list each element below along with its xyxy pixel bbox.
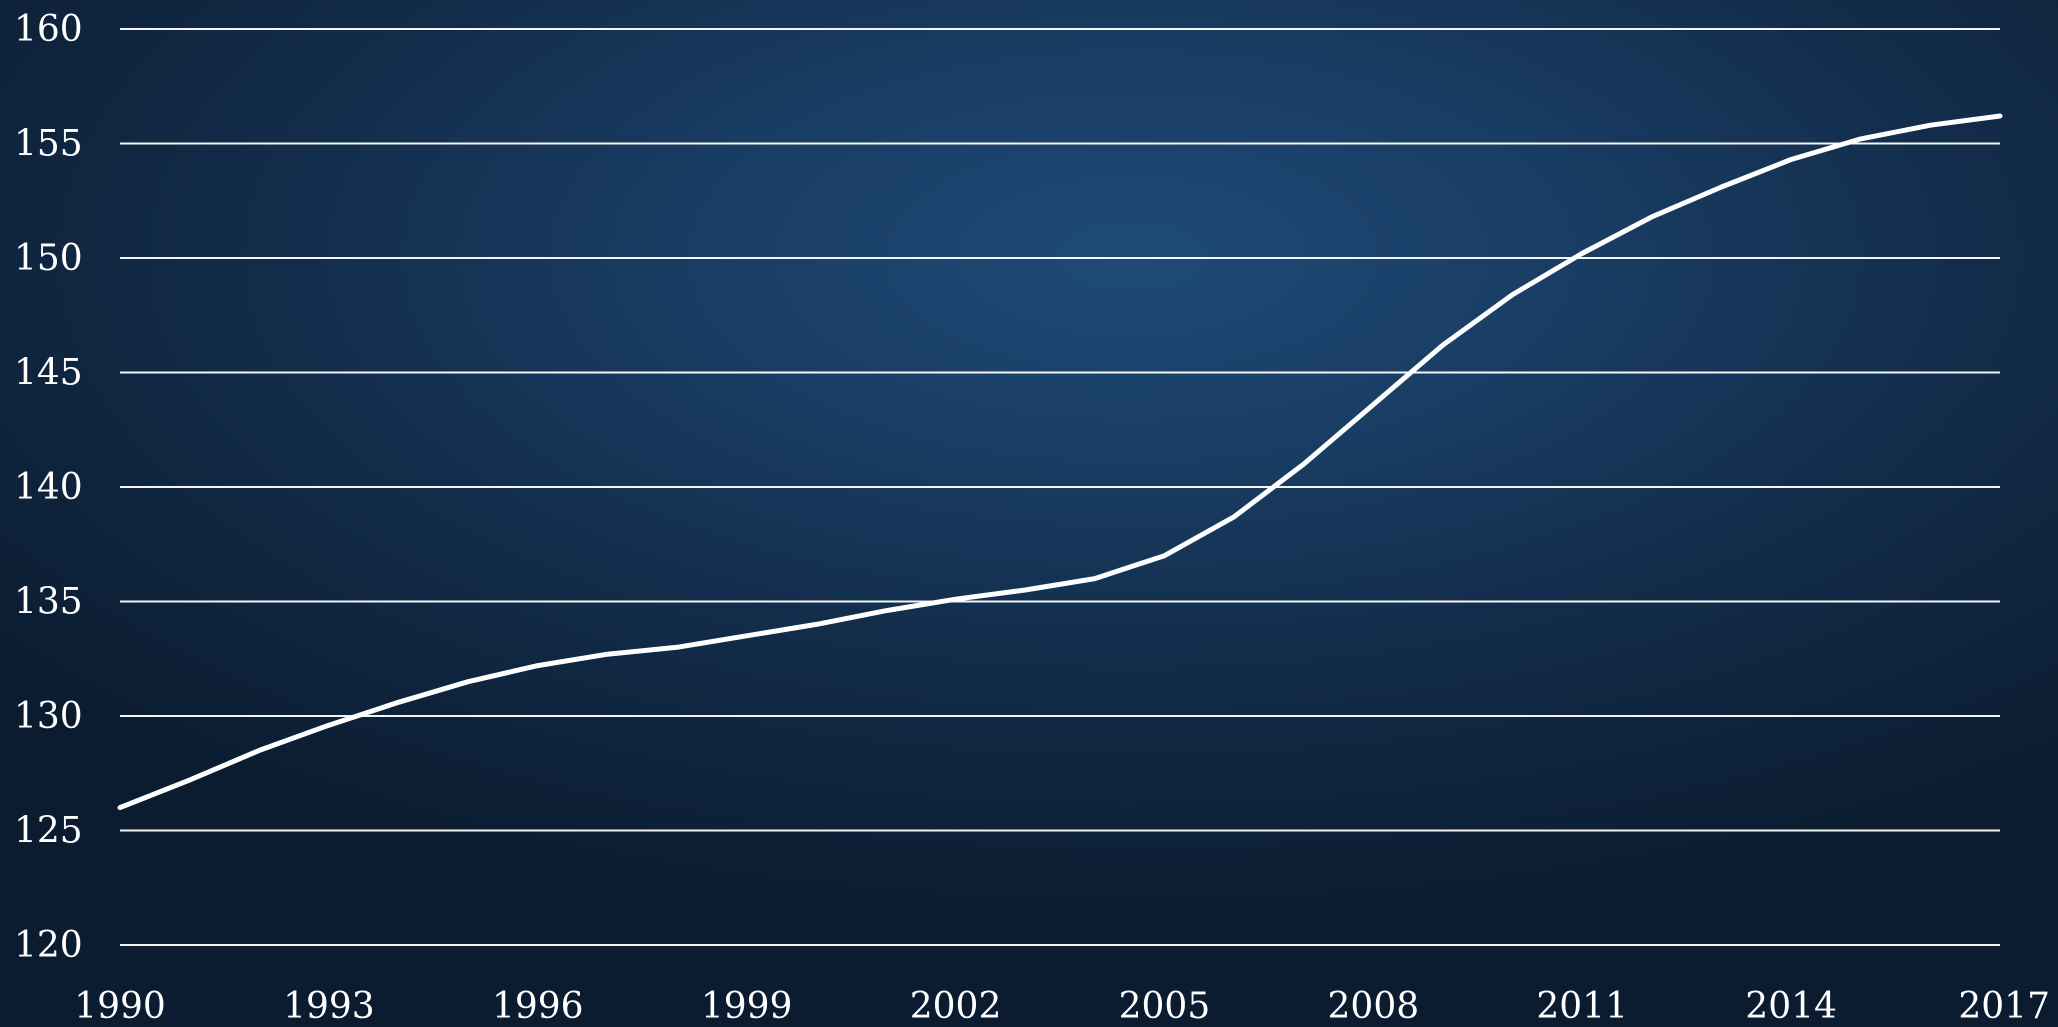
- y-tick-label: 140: [14, 467, 83, 508]
- y-tick-label: 155: [14, 124, 83, 165]
- x-tick-label: 1999: [701, 986, 793, 1027]
- y-tick-label: 120: [14, 925, 83, 966]
- y-tick-label: 130: [14, 696, 83, 737]
- x-tick-label: 2011: [1536, 986, 1628, 1027]
- x-tick-label: 1993: [283, 986, 375, 1027]
- series-group: [117, 113, 2003, 811]
- y-tick-label: 160: [14, 9, 83, 50]
- x-tick-label: 2002: [910, 986, 1002, 1027]
- x-tick-label: 1990: [74, 986, 166, 1027]
- gridlines: [120, 28, 2000, 946]
- x-tick-label: 2005: [1119, 986, 1211, 1027]
- y-tick-label: 150: [14, 238, 83, 279]
- y-tick-label: 135: [14, 582, 83, 623]
- series-line-0: [117, 113, 2003, 811]
- x-axis-ticks: 1990 1993 1996 1999 2002 2005 2008 2011 2014 2017: [74, 986, 2050, 1027]
- y-tick-label: 125: [14, 811, 83, 852]
- y-tick-label: 145: [14, 353, 83, 394]
- y-axis-ticks: 120 125 130 135 140 145 150 155 160: [14, 9, 83, 966]
- x-tick-label: 2014: [1745, 986, 1837, 1027]
- x-tick-label: 2008: [1328, 986, 1420, 1027]
- x-tick-label: 1996: [492, 986, 584, 1027]
- x-tick-label: 2017: [1958, 986, 2050, 1027]
